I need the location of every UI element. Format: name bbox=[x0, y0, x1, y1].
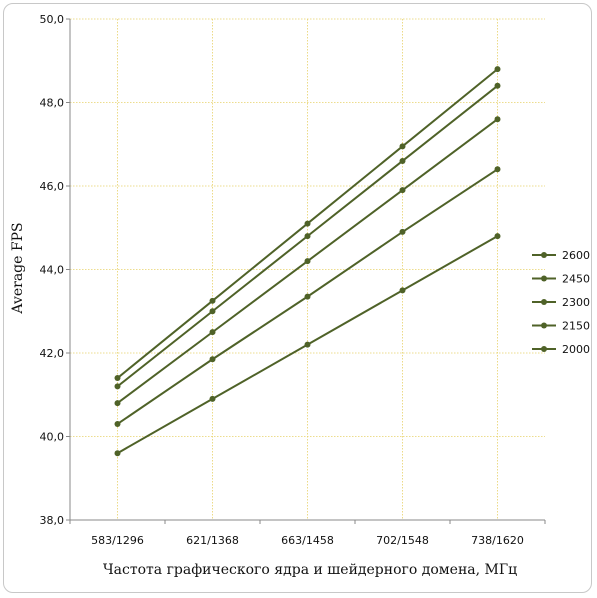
x-tick-label: 663/1458 bbox=[281, 534, 334, 547]
y-tick-labels: 38,0 40,0 42,0 44,0 46,0 48,0 50,0 bbox=[40, 13, 65, 527]
legend-label: 2150 bbox=[562, 320, 590, 333]
data-point-2600 bbox=[209, 297, 216, 304]
data-point-2600 bbox=[114, 375, 121, 382]
data-point-2300 bbox=[399, 187, 406, 194]
data-point-2300 bbox=[114, 400, 121, 407]
x-tick-label: 583/1296 bbox=[91, 534, 144, 547]
x-tick-label: 621/1368 bbox=[186, 534, 239, 547]
legend-item-2450[interactable]: 2450 bbox=[532, 273, 590, 286]
legend-item-2300[interactable]: 2300 bbox=[532, 296, 590, 309]
x-tick-label: 702/1548 bbox=[376, 534, 429, 547]
legend-marker bbox=[541, 322, 547, 329]
x-axis-title: Частота графического ядра и шейдерного д… bbox=[103, 562, 517, 578]
data-point-2450 bbox=[209, 308, 216, 315]
data-point-2600 bbox=[494, 66, 501, 73]
data-point-2150 bbox=[209, 356, 216, 363]
data-point-2150 bbox=[399, 228, 406, 235]
data-point-2000 bbox=[114, 450, 121, 457]
legend-item-2150[interactable]: 2150 bbox=[532, 320, 590, 333]
y-tick-label: 40,0 bbox=[40, 431, 65, 444]
legend-label: 2600 bbox=[562, 249, 590, 262]
data-point-2450 bbox=[114, 383, 121, 390]
data-point-2150 bbox=[304, 293, 311, 300]
axes bbox=[66, 18, 546, 524]
legend-item-2000[interactable]: 2000 bbox=[532, 343, 590, 356]
legend[interactable]: 2600 2450 2300 2150 2000 bbox=[532, 249, 590, 356]
legend-label: 2300 bbox=[562, 296, 590, 309]
y-tick-label: 42,0 bbox=[40, 347, 65, 360]
data-point-2000 bbox=[209, 395, 216, 402]
data-point-2150 bbox=[114, 420, 121, 427]
data-point-2000 bbox=[494, 233, 501, 240]
data-point-2450 bbox=[399, 157, 406, 164]
series-group bbox=[114, 66, 501, 457]
y-tick-label: 48,0 bbox=[40, 97, 65, 110]
data-point-2300 bbox=[209, 329, 216, 336]
y-axis-title: Average FPS bbox=[10, 222, 26, 314]
legend-marker bbox=[541, 346, 547, 352]
data-point-2300 bbox=[304, 258, 311, 265]
x-tick-labels: 583/1296 621/1368 663/1458 702/1548 738/1620 bbox=[91, 534, 524, 547]
legend-item-2600[interactable]: 2600 bbox=[532, 249, 590, 262]
data-point-2450 bbox=[304, 233, 311, 240]
legend-label: 2450 bbox=[562, 273, 590, 286]
legend-marker bbox=[541, 299, 547, 305]
legend-marker bbox=[541, 252, 547, 258]
x-tick-label: 738/1620 bbox=[471, 534, 524, 547]
data-point-2300 bbox=[494, 116, 501, 123]
data-point-2450 bbox=[494, 82, 501, 89]
legend-marker bbox=[541, 275, 547, 282]
data-point-2000 bbox=[304, 341, 311, 348]
data-point-2150 bbox=[494, 166, 501, 173]
y-tick-label: 50,0 bbox=[40, 13, 65, 26]
data-point-2600 bbox=[304, 220, 311, 227]
data-point-2600 bbox=[399, 143, 406, 150]
y-tick-label: 38,0 bbox=[40, 514, 65, 527]
chart-frame bbox=[3, 3, 592, 593]
y-tick-label: 44,0 bbox=[40, 264, 65, 277]
data-point-2000 bbox=[399, 287, 406, 294]
gridlines bbox=[70, 18, 545, 520]
y-tick-label: 46,0 bbox=[40, 180, 65, 193]
legend-label: 2000 bbox=[562, 343, 590, 356]
